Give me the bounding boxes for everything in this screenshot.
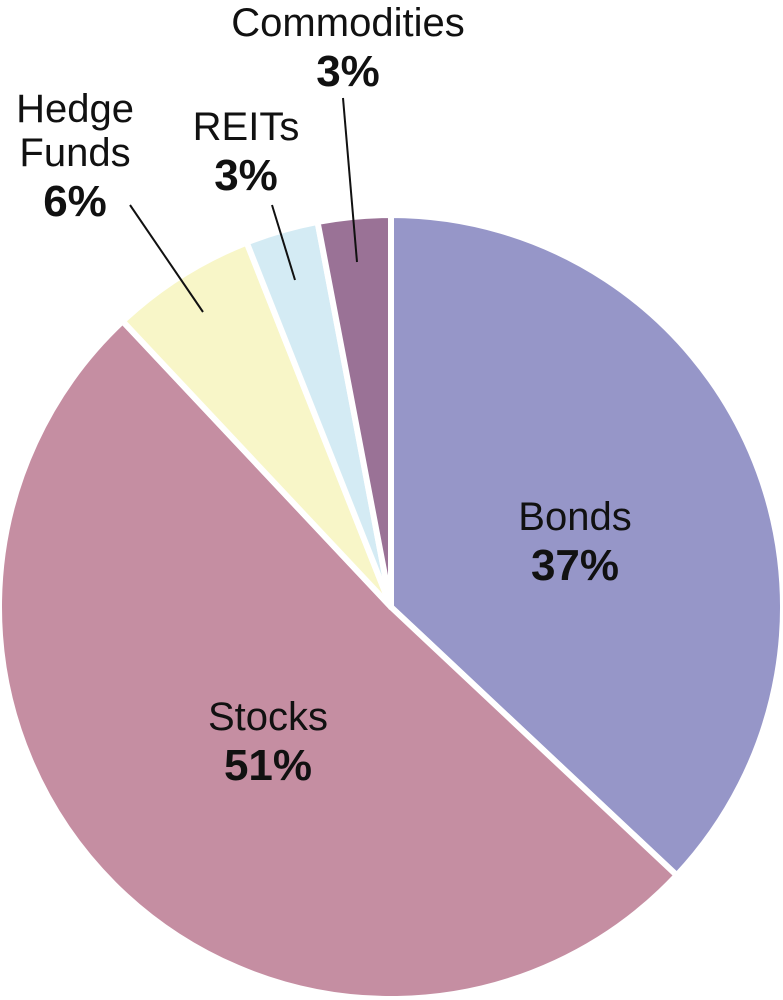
- slice-labels: Bonds 37%Stocks 51%Hedge Funds 6%REITs 3%Comm…: [16, 1, 632, 790]
- slice-label-bonds: Bonds 37%: [518, 495, 631, 590]
- slice-name-reits: REITs: [193, 105, 300, 149]
- slice-percent-reits: 3%: [214, 151, 278, 200]
- slice-name-commodities: Commodities: [231, 1, 464, 45]
- slice-name-hedge-funds-1: Hedge: [16, 87, 134, 131]
- slice-name-hedge-funds-2: Funds: [19, 131, 130, 175]
- pie-slice-stocks: [0, 318, 680, 1000]
- leader-line-hedge-funds: [129, 204, 204, 313]
- slice-label-hedge-funds: Hedge Funds 6%: [16, 87, 134, 226]
- pie-slice-bonds: [388, 212, 783, 879]
- leader-line-commodities: [342, 97, 358, 263]
- slice-label-stocks: Stocks 51%: [208, 695, 328, 790]
- slice-percent-hedge-funds: 6%: [43, 177, 107, 226]
- slice-name-stocks: Stocks: [208, 695, 328, 739]
- pie-slices: [0, 212, 783, 1000]
- leader-line-reits: [271, 204, 296, 281]
- leader-lines: [129, 97, 358, 313]
- slice-label-reits: REITs 3%: [193, 105, 300, 200]
- slice-percent-stocks: 51%: [224, 741, 312, 790]
- slice-percent-commodities: 3%: [316, 47, 380, 96]
- slice-label-commodities: Commodities 3%: [231, 1, 464, 96]
- slice-name-bonds: Bonds: [518, 495, 631, 539]
- slice-percent-bonds: 37%: [531, 541, 619, 590]
